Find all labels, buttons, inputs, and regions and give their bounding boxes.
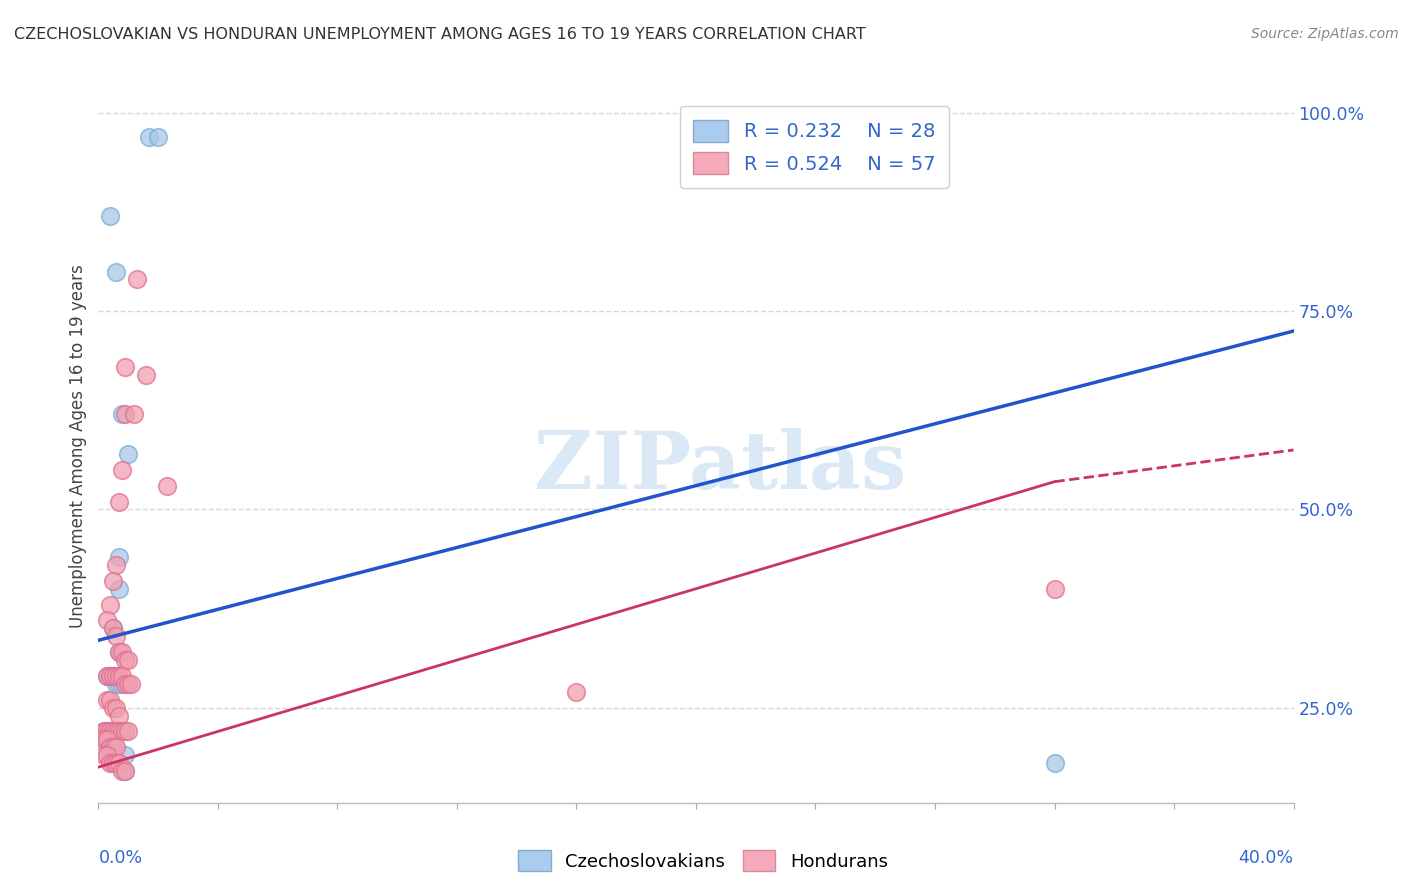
Point xyxy=(93,732,115,747)
Point xyxy=(135,368,157,382)
Point xyxy=(127,812,149,826)
Point xyxy=(114,359,136,374)
Point xyxy=(103,669,125,683)
Point xyxy=(96,724,118,739)
Point xyxy=(111,677,134,691)
Point xyxy=(108,669,131,683)
Point xyxy=(111,463,134,477)
Point xyxy=(98,669,122,683)
Point xyxy=(108,645,131,659)
Point xyxy=(114,748,136,763)
Point xyxy=(103,621,125,635)
Point xyxy=(105,677,128,691)
Point xyxy=(98,756,122,771)
Point xyxy=(108,582,131,596)
Point xyxy=(93,732,115,747)
Point xyxy=(103,669,125,683)
Point xyxy=(114,653,136,667)
Point xyxy=(117,447,139,461)
Point xyxy=(156,478,179,492)
Point xyxy=(103,724,125,739)
Point xyxy=(98,692,122,706)
Point xyxy=(96,724,118,739)
Point xyxy=(108,494,131,508)
Point xyxy=(127,272,149,286)
Text: Source: ZipAtlas.com: Source: ZipAtlas.com xyxy=(1251,27,1399,41)
Point xyxy=(111,407,134,421)
Point xyxy=(96,748,118,763)
Point xyxy=(98,724,122,739)
Point xyxy=(108,724,131,739)
Point xyxy=(96,669,118,683)
Point xyxy=(98,724,122,739)
Point xyxy=(148,129,170,144)
Point xyxy=(108,756,131,771)
Point xyxy=(108,708,131,723)
Point xyxy=(114,764,136,778)
Point xyxy=(105,740,128,755)
Point xyxy=(114,724,136,739)
Point xyxy=(120,677,142,691)
Text: CZECHOSLOVAKIAN VS HONDURAN UNEMPLOYMENT AMONG AGES 16 TO 19 YEARS CORRELATION C: CZECHOSLOVAKIAN VS HONDURAN UNEMPLOYMENT… xyxy=(14,27,866,42)
Point xyxy=(114,677,136,691)
Point xyxy=(114,407,136,421)
Point xyxy=(124,407,146,421)
Point xyxy=(98,669,122,683)
Point xyxy=(114,764,136,778)
Point xyxy=(117,653,139,667)
Point xyxy=(98,209,122,223)
Point xyxy=(105,669,128,683)
Point xyxy=(108,549,131,564)
Point xyxy=(105,629,128,643)
Point xyxy=(96,669,118,683)
Point xyxy=(96,692,118,706)
Point xyxy=(105,756,128,771)
Legend: Czechoslovakians, Hondurans: Czechoslovakians, Hondurans xyxy=(510,843,896,879)
Point xyxy=(103,756,125,771)
Point xyxy=(117,677,139,691)
Point xyxy=(105,669,128,683)
Point xyxy=(108,645,131,659)
Text: 0.0%: 0.0% xyxy=(98,849,142,867)
Point xyxy=(105,264,128,278)
Point xyxy=(96,732,118,747)
Point xyxy=(98,740,122,755)
Point xyxy=(103,574,125,588)
Point xyxy=(96,614,118,628)
Point xyxy=(98,598,122,612)
Point xyxy=(103,724,125,739)
Point xyxy=(103,748,125,763)
Point xyxy=(105,700,128,714)
Point xyxy=(93,724,115,739)
Point xyxy=(565,685,588,699)
Point xyxy=(1043,756,1066,771)
Point xyxy=(103,621,125,635)
Point xyxy=(93,724,115,739)
Point xyxy=(111,724,134,739)
Point xyxy=(117,724,139,739)
Point xyxy=(103,740,125,755)
Point xyxy=(1043,582,1066,596)
Point xyxy=(111,669,134,683)
Point xyxy=(138,129,160,144)
Point xyxy=(93,748,115,763)
Legend: R = 0.232    N = 28, R = 0.524    N = 57: R = 0.232 N = 28, R = 0.524 N = 57 xyxy=(679,106,949,188)
Point xyxy=(98,748,122,763)
Text: ZIPatlas: ZIPatlas xyxy=(534,428,905,507)
Point xyxy=(103,700,125,714)
Point xyxy=(96,732,118,747)
Point xyxy=(105,724,128,739)
Point xyxy=(111,764,134,778)
Text: 40.0%: 40.0% xyxy=(1239,849,1294,867)
Point xyxy=(111,645,134,659)
Y-axis label: Unemployment Among Ages 16 to 19 years: Unemployment Among Ages 16 to 19 years xyxy=(69,264,87,628)
Point xyxy=(108,677,131,691)
Point xyxy=(105,558,128,572)
